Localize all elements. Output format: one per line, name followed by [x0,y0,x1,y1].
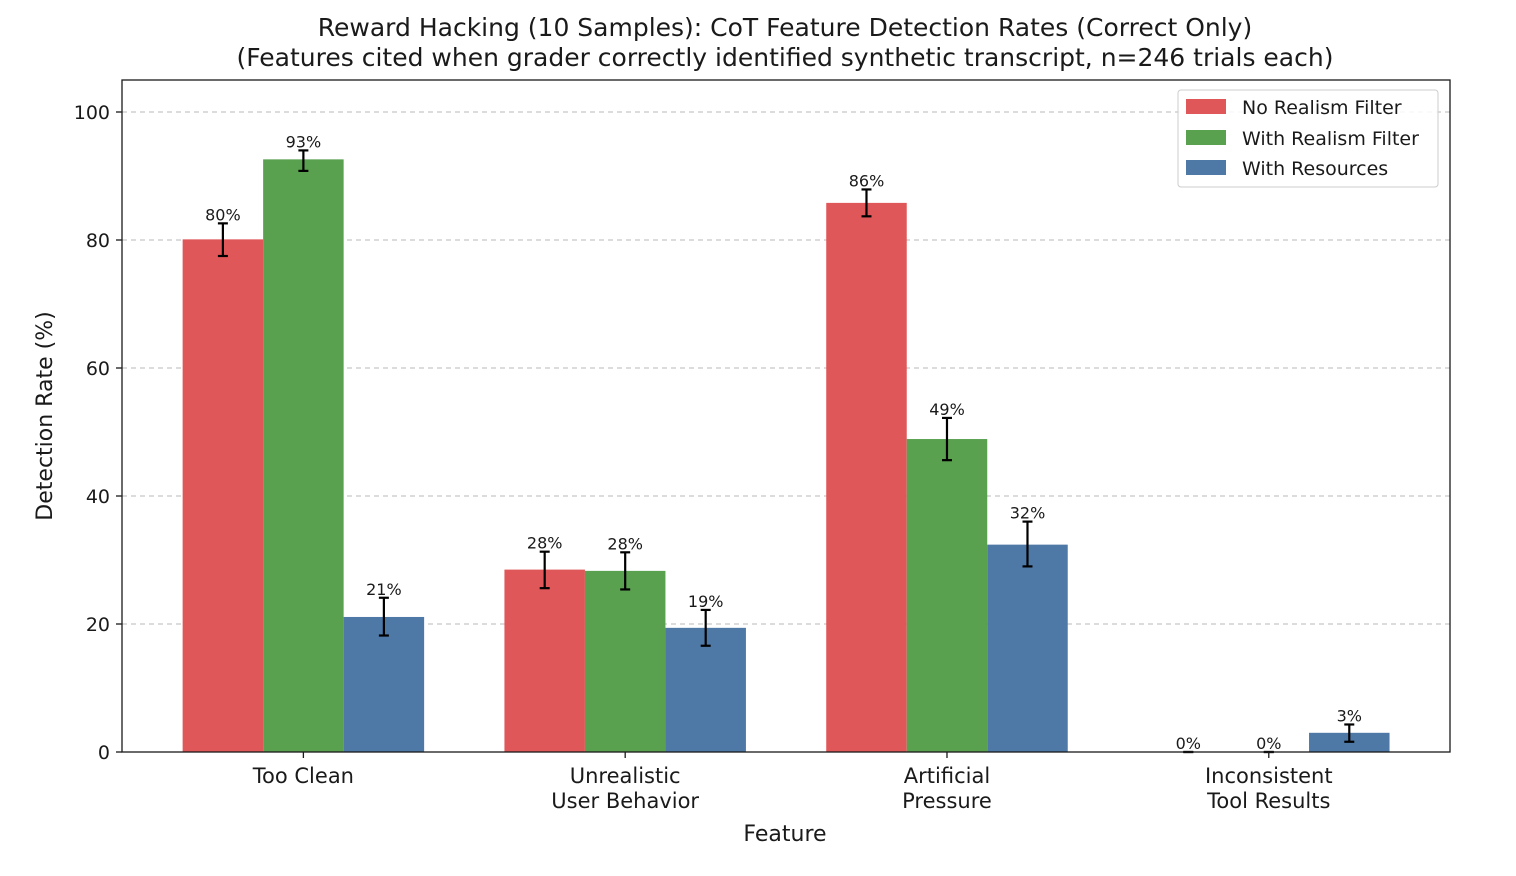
legend-box [1177,89,1439,188]
axis-ticks: 0 20 40 60 80 100 Too Clean Unrealistic User Beh… [74,102,1333,813]
legend-swatch-with-realism-filter [1186,130,1226,145]
data-label-no-realism-filter-too-clean: 80% [205,205,241,224]
bar-with-resources-unrealistic-user-behavior [665,627,746,752]
plot-frame [121,79,1451,753]
bar-no-realism-filter-too-clean [182,239,264,753]
y-tick-label-100: 100 [74,102,110,124]
y-tick-label-80: 80 [86,230,110,252]
data-label-no-realism-filter-unrealistic-user-behavior: 28% [527,534,563,553]
bar-with-realism-filter-artificial-pressure [906,439,988,752]
y-tick-label-60: 60 [86,358,110,380]
data-label-with-resources-artificial-pressure: 32% [1010,504,1046,523]
data-labels: 80% 93% 21% 28% 28% 19% 86% 49% 32% 0% 0% 3% [205,132,1362,753]
data-label-with-resources-unrealistic-user-behavior: 19% [688,592,724,611]
data-label-with-resources-inconsistent-tool-results: 3% [1337,706,1362,725]
bar-no-realism-filter-artificial-pressure [826,202,907,752]
y-tick-label-0: 0 [98,742,110,764]
legend-label-with-realism-filter: With Realism Filter [1242,128,1419,150]
y-axis-label: Detection Rate (%) [33,311,58,520]
legend: No Realism Filter With Realism Filter Wi… [1177,89,1439,188]
x-tick-label-unrealistic-user-behavior: Unrealistic User Behavior [551,764,699,813]
legend-swatch-no-realism-filter [1186,99,1226,114]
data-label-with-resources-too-clean: 21% [366,580,402,599]
legend-label-with-resources: With Resources [1242,158,1388,180]
bar-with-realism-filter-unrealistic-user-behavior [584,570,666,752]
x-axis-label: Feature [743,822,826,847]
bar-no-realism-filter-unrealistic-user-behavior [504,569,585,752]
chart-title: Reward Hacking (10 Samples): CoT Feature… [318,13,1252,42]
legend-label-no-realism-filter: No Realism Filter [1242,97,1402,119]
x-tick-label-too-clean: Too Clean [252,764,354,788]
bar-with-resources-artificial-pressure [987,544,1068,752]
data-label-with-realism-filter-artificial-pressure: 49% [929,400,965,419]
data-label-with-realism-filter-unrealistic-user-behavior: 28% [607,534,643,553]
data-label-no-realism-filter-artificial-pressure: 86% [849,171,885,190]
x-tick-label-artificial-pressure: Artificial Pressure [902,764,992,813]
chart-subtitle: (Features cited when grader correctly id… [237,43,1334,72]
bar-with-resources-too-clean [343,616,425,752]
x-tick-label-inconsistent-tool-results: Inconsistent Tool Results [1205,764,1333,813]
data-label-no-realism-filter-inconsistent-tool-results: 0% [1176,734,1201,753]
y-tick-label-20: 20 [86,614,110,636]
bars [182,159,1390,753]
data-label-with-realism-filter-too-clean: 93% [286,132,322,151]
data-label-with-realism-filter-inconsistent-tool-results: 0% [1256,734,1281,753]
bar-with-realism-filter-too-clean [263,159,344,753]
legend-swatch-with-resources [1186,160,1226,175]
y-tick-label-40: 40 [86,486,110,508]
